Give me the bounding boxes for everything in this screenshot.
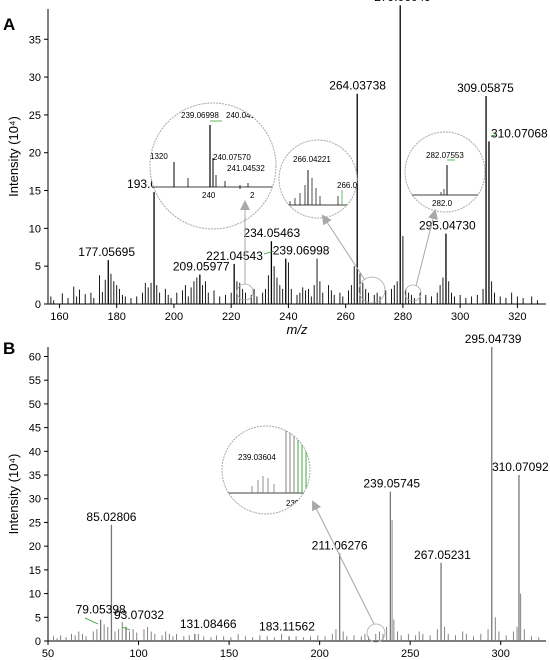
panel-a-xtick-label: 260 bbox=[336, 311, 354, 323]
panel-a-y-axis-title: Intensity (10⁴) bbox=[6, 116, 21, 197]
panel-a-xtick-label: 300 bbox=[451, 311, 469, 323]
panel-a-xtick-label: 320 bbox=[508, 311, 526, 323]
panel-a-ytick-label: 15 bbox=[29, 186, 41, 198]
panel-a-peak-label: 295.04730 bbox=[419, 219, 476, 233]
leader-line bbox=[121, 626, 131, 631]
panel-b-ytick-label: 50 bbox=[29, 399, 41, 411]
panel-b-ytick-label: 40 bbox=[29, 446, 41, 458]
panel-b-ytick-label: 25 bbox=[29, 517, 41, 529]
panel-b-xtick-label: 300 bbox=[492, 648, 510, 660]
inset1-label-1: 239.06998 bbox=[181, 111, 219, 120]
panel-b-peak-label: 131.08466 bbox=[180, 617, 237, 631]
panel-b-peak-label: 183.11562 bbox=[259, 619, 315, 633]
panel-b-ytick-label: 20 bbox=[29, 541, 41, 553]
panel-a-ytick-label: 20 bbox=[29, 148, 41, 160]
leader-line bbox=[263, 250, 275, 255]
panel-a-peak-label: 209.05977 bbox=[173, 260, 230, 274]
panel-b-xtick-label: 200 bbox=[310, 648, 328, 660]
panel-b-peak-label: 93.07032 bbox=[114, 608, 164, 622]
panel-a-xtick-label: 160 bbox=[50, 311, 68, 323]
panel-a-x-axis-title: m/z bbox=[287, 322, 308, 337]
panel-b-xtick-label: 50 bbox=[42, 648, 54, 660]
panel-a-peak-label: 310.07068 bbox=[491, 126, 548, 140]
zoom-marker-3 bbox=[404, 284, 422, 302]
panel-b-peak-label: 267.05231 bbox=[414, 548, 471, 562]
panel-b-ytick-label: 45 bbox=[29, 423, 41, 435]
insets-panel-a: 239.06998 240.04118 240.07570 241.04532 … bbox=[149, 102, 486, 304]
panel-letter-b: B bbox=[3, 339, 15, 358]
panel-a-peak-label: 279.06049 bbox=[374, 0, 431, 4]
leader-line bbox=[490, 133, 498, 138]
panel-a-xtick-label: 180 bbox=[108, 311, 126, 323]
panel-b-ytick-label: 5 bbox=[35, 612, 41, 624]
inset1-label-3: 240.07570 bbox=[213, 153, 251, 162]
panel-b-ytick-label: 15 bbox=[29, 565, 41, 577]
panel-a-ytick-label: 0 bbox=[35, 299, 41, 311]
zoom-marker-b1 bbox=[366, 623, 386, 643]
panel-b-peak-label: 239.05745 bbox=[363, 477, 420, 491]
inset1-label-6: 240 bbox=[202, 191, 216, 200]
panel-b-ytick-label: 55 bbox=[29, 375, 41, 387]
inset1-label-2: 240.04118 bbox=[226, 111, 264, 120]
insetb-label-1: 239.03604 bbox=[238, 453, 276, 462]
zoom-marker-2 bbox=[358, 276, 386, 304]
panel-a-peak-label: 234.05463 bbox=[243, 226, 300, 240]
panel-b-peak-label: 79.05398 bbox=[76, 603, 126, 617]
panel-b-ytick-label: 30 bbox=[29, 494, 41, 506]
panel-a-ytick-label: 30 bbox=[29, 72, 41, 84]
panel-b-ytick-label: 35 bbox=[29, 470, 41, 482]
panel-a-peak-label: 221.04543 bbox=[206, 249, 263, 263]
insets-panel-b: 239.03604 239.0 bbox=[221, 425, 386, 643]
inset3-label-1: 282.07553 bbox=[426, 151, 464, 160]
panel-a-xtick-label: 280 bbox=[394, 311, 412, 323]
chart-panel-b: 0 5 10 15 20 25 30 35 40 45 50 55 60 50 100 150 200 250 30… bbox=[6, 332, 549, 660]
panel-a-xtick-label: 200 bbox=[165, 311, 183, 323]
inset2-label-1: 266.04221 bbox=[293, 155, 331, 164]
inset-circle-2 bbox=[278, 139, 358, 219]
inset1-label-4: 241.04532 bbox=[227, 164, 265, 173]
panel-letter-a: A bbox=[3, 15, 15, 34]
inset3-label-2: 282.0 bbox=[432, 199, 453, 208]
panel-b-xtick-label: 150 bbox=[220, 648, 238, 660]
panel-a-peak-label: 239.06998 bbox=[273, 244, 330, 258]
panel-a-ytick-label: 5 bbox=[35, 261, 41, 273]
inset2-label-2: 266.07 bbox=[337, 181, 362, 190]
leader-line bbox=[84, 617, 99, 625]
panel-b-ytick-label: 0 bbox=[35, 636, 41, 648]
panel-b-xtick-label: 250 bbox=[401, 648, 419, 660]
panel-a-ytick-label: 25 bbox=[29, 110, 41, 122]
zoom-arrow-2 bbox=[321, 214, 366, 281]
panel-b-peak-label: 85.02806 bbox=[86, 510, 136, 524]
panel-b-ytick-label: 10 bbox=[29, 589, 41, 601]
inset1-label-7: 2 bbox=[250, 191, 255, 200]
panel-a-peak-label: 309.05875 bbox=[457, 81, 514, 95]
panel-b-peak-label: 211.06276 bbox=[312, 538, 368, 552]
panel-a-ytick-label: 10 bbox=[29, 223, 41, 235]
panel-b-peak-label: 310.07092 bbox=[492, 460, 549, 474]
panel-a-peak-label: 264.03738 bbox=[329, 79, 386, 93]
inset-circle-3 bbox=[404, 131, 486, 213]
panel-a-ytick-label: 35 bbox=[29, 34, 41, 46]
inset-circle-b1 bbox=[221, 425, 311, 515]
chart-panel-a: 0 5 10 15 20 25 30 35 160 180 200 220 240 260 280 300 32… bbox=[6, 0, 548, 337]
zoom-arrow-3 bbox=[415, 209, 438, 287]
panel-b-xtick-label: 100 bbox=[129, 648, 147, 660]
insetb-label-2: 239.0 bbox=[286, 499, 307, 508]
zoom-arrow-b1 bbox=[312, 500, 375, 625]
inset1-label-5: 1320 bbox=[150, 152, 168, 161]
panel-b-peak-label: 295.04739 bbox=[465, 332, 522, 346]
panel-a-peak-label: 177.05695 bbox=[78, 245, 135, 259]
panel-b-y-axis-title: Intensity (10⁴) bbox=[6, 454, 21, 535]
panel-a-xtick-label: 220 bbox=[222, 311, 240, 323]
panel-b-ytick-label: 60 bbox=[29, 351, 41, 363]
panel-a-xtick-label: 240 bbox=[279, 311, 297, 323]
